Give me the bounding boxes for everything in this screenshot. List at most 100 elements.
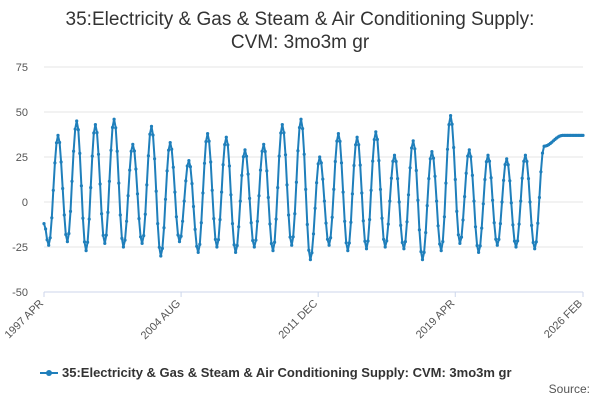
- data-point: [223, 143, 227, 147]
- data-point: [458, 241, 462, 245]
- data-point: [581, 133, 585, 137]
- x-tick-label: 1997 APR: [3, 298, 47, 342]
- data-point: [296, 149, 300, 153]
- data-point: [388, 199, 392, 203]
- data-point: [273, 240, 277, 244]
- data-point: [212, 217, 216, 221]
- data-point: [526, 177, 531, 181]
- data-point: [115, 149, 119, 153]
- data-point: [120, 236, 124, 240]
- data-point: [68, 209, 73, 213]
- data-point: [191, 204, 196, 209]
- data-point: [455, 209, 459, 213]
- legend[interactable]: 35:Electricity & Gas & Steam & Air Condi…: [40, 365, 512, 380]
- data-point: [498, 222, 502, 226]
- data-point: [483, 177, 487, 182]
- data-point: [517, 222, 521, 226]
- y-tick-label: -25: [12, 242, 28, 254]
- data-point: [86, 240, 90, 244]
- data-point: [402, 247, 406, 251]
- data-point: [366, 239, 370, 243]
- data-point: [324, 221, 328, 225]
- data-point: [540, 151, 545, 155]
- data-point: [333, 159, 337, 164]
- data-point: [297, 126, 302, 130]
- data-point: [276, 186, 280, 190]
- data-point: [90, 154, 94, 158]
- data-point: [311, 232, 316, 236]
- data-point: [397, 200, 401, 204]
- x-tick-label: 2004 AUG: [139, 298, 183, 342]
- data-point: [139, 235, 143, 239]
- data-point: [364, 247, 369, 251]
- data-point: [96, 152, 101, 156]
- data-point: [156, 222, 160, 226]
- data-point: [378, 187, 383, 191]
- data-point: [279, 131, 283, 135]
- data-point: [354, 143, 358, 147]
- data-point: [266, 195, 270, 200]
- data-point: [160, 246, 164, 250]
- data-point: [355, 135, 359, 139]
- data-point: [129, 149, 133, 153]
- data-point: [329, 236, 333, 240]
- data-point: [509, 201, 513, 205]
- data-point: [56, 133, 60, 137]
- data-point: [389, 176, 393, 180]
- data-point: [464, 171, 468, 175]
- x-tick-label: 2026 FEB: [542, 298, 585, 341]
- data-point: [368, 218, 372, 222]
- data-point: [411, 139, 415, 143]
- data-point: [159, 254, 163, 258]
- data-point: [502, 178, 506, 182]
- data-point: [153, 157, 157, 161]
- legend-label: 35:Electricity & Gas & Steam & Air Condi…: [62, 365, 512, 380]
- data-point: [148, 132, 152, 136]
- data-point: [350, 192, 354, 196]
- data-point: [65, 240, 69, 244]
- data-point: [308, 258, 312, 262]
- data-point: [282, 131, 286, 135]
- data-point: [294, 180, 298, 184]
- data-point: [229, 193, 233, 197]
- data-point: [142, 234, 146, 238]
- data-point: [137, 217, 141, 221]
- data-point: [339, 161, 344, 165]
- data-point: [117, 181, 121, 185]
- data-point: [121, 245, 125, 249]
- data-point: [327, 243, 331, 247]
- data-point: [487, 159, 492, 163]
- data-point: [58, 140, 62, 145]
- data-point: [93, 123, 97, 127]
- data-point: [248, 196, 252, 200]
- data-point: [494, 237, 498, 241]
- data-point: [405, 220, 409, 224]
- data-point: [352, 163, 356, 168]
- data-point: [344, 241, 348, 245]
- data-point: [481, 202, 485, 206]
- data-point: [187, 159, 191, 163]
- data-point: [383, 245, 387, 249]
- data-point: [456, 233, 460, 237]
- data-point: [495, 243, 499, 247]
- data-point: [174, 215, 178, 219]
- data-point: [82, 240, 87, 244]
- data-point: [179, 234, 183, 238]
- data-point: [154, 189, 158, 193]
- data-point: [408, 166, 412, 170]
- data-point: [271, 249, 275, 253]
- data-point: [285, 183, 289, 187]
- data-point: [230, 222, 235, 226]
- data-point: [47, 243, 51, 247]
- y-tick-label: 50: [16, 107, 28, 119]
- data-point: [255, 219, 259, 223]
- data-point: [109, 148, 113, 152]
- data-point: [361, 219, 365, 223]
- legend-line-marker-icon: [40, 368, 58, 378]
- data-point: [72, 149, 76, 153]
- data-point: [277, 154, 281, 158]
- data-point: [396, 177, 400, 181]
- data-point: [107, 179, 111, 183]
- data-point: [98, 182, 102, 186]
- data-point: [128, 168, 132, 172]
